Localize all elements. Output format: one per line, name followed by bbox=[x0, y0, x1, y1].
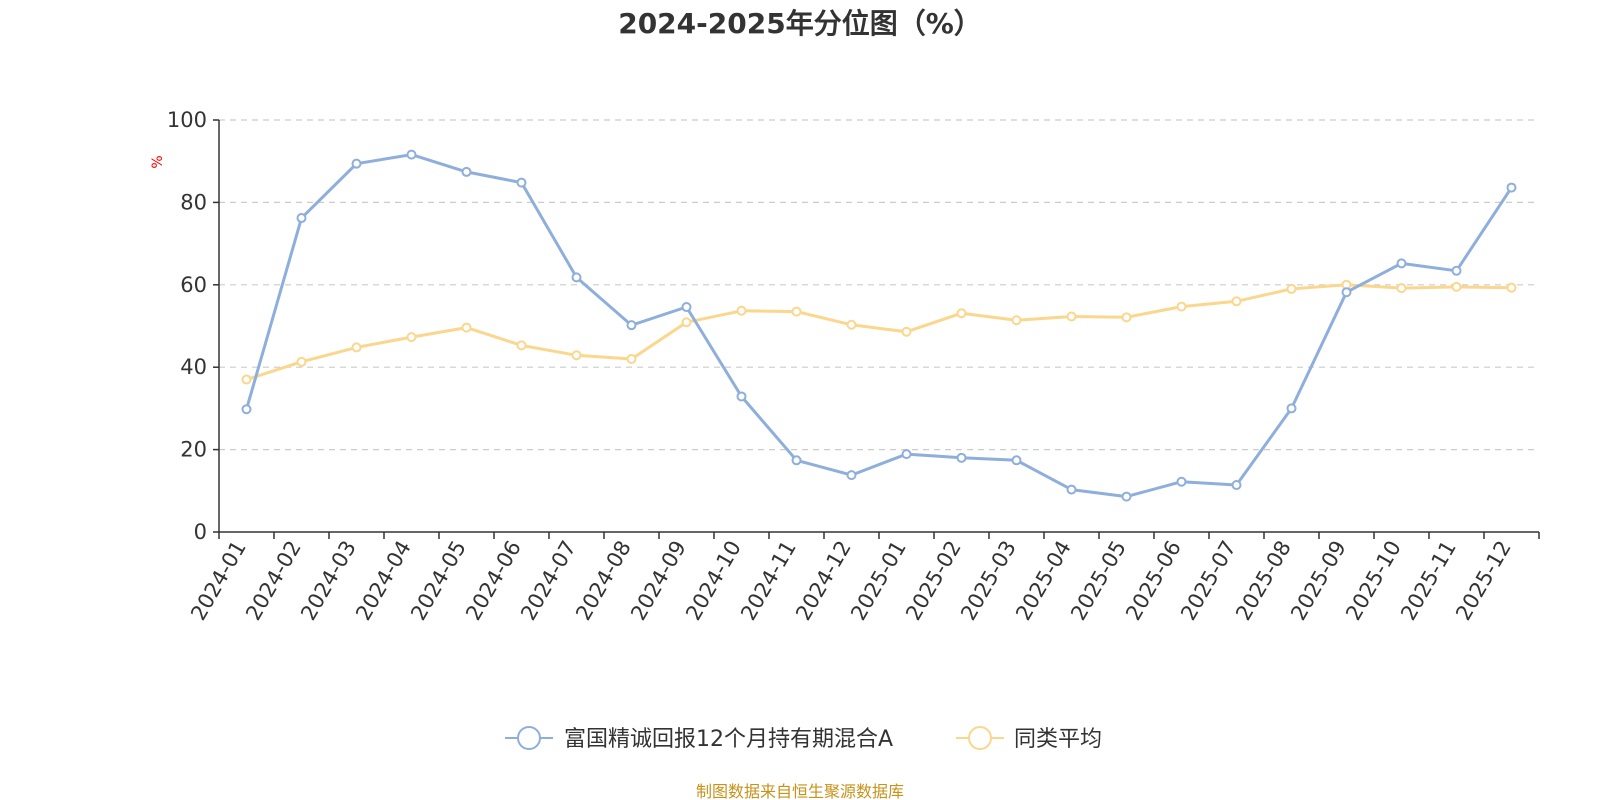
data-source-note: 制图数据来自恒生聚源数据库 bbox=[696, 782, 904, 800]
data-point[interactable] bbox=[516, 177, 527, 188]
data-point[interactable] bbox=[351, 158, 362, 169]
legend-average-label: 同类平均 bbox=[1014, 727, 1102, 752]
data-point[interactable] bbox=[846, 319, 857, 330]
series-1 bbox=[241, 279, 1517, 385]
data-point[interactable] bbox=[1066, 484, 1077, 495]
data-point[interactable] bbox=[516, 340, 527, 351]
data-point[interactable] bbox=[241, 374, 252, 385]
data-point[interactable] bbox=[1341, 287, 1352, 298]
data-point[interactable] bbox=[1396, 283, 1407, 294]
chart-title: 2024-2025年分位图（%） bbox=[618, 7, 982, 40]
data-point[interactable] bbox=[1451, 265, 1462, 276]
data-point[interactable] bbox=[1286, 403, 1297, 414]
data-point[interactable] bbox=[846, 470, 857, 481]
x-axis-ticks: 2024-012024-022024-032024-042024-052024-… bbox=[186, 532, 1540, 625]
axes bbox=[218, 120, 1539, 533]
data-point[interactable] bbox=[1011, 315, 1022, 326]
data-point[interactable] bbox=[956, 452, 967, 463]
data-point[interactable] bbox=[791, 455, 802, 466]
data-point[interactable] bbox=[1176, 301, 1187, 312]
data-point[interactable] bbox=[1121, 312, 1132, 323]
data-point[interactable] bbox=[571, 272, 582, 283]
data-point[interactable] bbox=[296, 213, 307, 224]
data-point[interactable] bbox=[626, 353, 637, 364]
legend-fund-circle-icon bbox=[517, 726, 541, 750]
data-point[interactable] bbox=[1396, 258, 1407, 269]
data-point[interactable] bbox=[901, 326, 912, 337]
y-tick-label: 20 bbox=[180, 438, 207, 462]
legend-item-category-average[interactable]: 同类平均 bbox=[956, 726, 1102, 752]
data-point[interactable] bbox=[1506, 182, 1517, 193]
data-point[interactable] bbox=[1011, 455, 1022, 466]
data-point[interactable] bbox=[241, 404, 252, 415]
data-point[interactable] bbox=[626, 320, 637, 331]
data-point[interactable] bbox=[1286, 283, 1297, 294]
data-point[interactable] bbox=[736, 305, 747, 316]
y-axis-ticks: 0 20 40 60 80 100 bbox=[167, 108, 219, 544]
data-point[interactable] bbox=[681, 302, 692, 313]
series-plot-area bbox=[241, 149, 1517, 502]
data-point[interactable] bbox=[1176, 476, 1187, 487]
data-point[interactable] bbox=[1231, 480, 1242, 491]
series-line bbox=[245, 153, 1513, 499]
data-point[interactable] bbox=[736, 391, 747, 402]
data-point[interactable] bbox=[406, 332, 417, 343]
data-point[interactable] bbox=[1451, 281, 1462, 292]
legend[interactable]: 富国精诚回报12个月持有期混合A 同类平均 bbox=[505, 726, 1102, 752]
series-0 bbox=[241, 149, 1517, 502]
y-axis-unit-label: % bbox=[150, 155, 166, 168]
legend-average-circle-icon bbox=[968, 726, 992, 750]
x-tick-label: 2025-12 bbox=[1451, 537, 1516, 625]
data-point[interactable] bbox=[1121, 491, 1132, 502]
data-point[interactable] bbox=[351, 342, 362, 353]
data-point[interactable] bbox=[461, 322, 472, 333]
data-point[interactable] bbox=[1066, 311, 1077, 322]
y-tick-label: 80 bbox=[180, 190, 207, 214]
data-point[interactable] bbox=[681, 317, 692, 328]
data-point[interactable] bbox=[406, 149, 417, 160]
data-point[interactable] bbox=[1506, 282, 1517, 293]
data-point[interactable] bbox=[1231, 296, 1242, 307]
data-point[interactable] bbox=[956, 308, 967, 319]
y-tick-label: 40 bbox=[180, 355, 207, 379]
legend-item-fund[interactable]: 富国精诚回报12个月持有期混合A bbox=[505, 726, 893, 752]
y-tick-label: 60 bbox=[180, 273, 207, 297]
data-point[interactable] bbox=[571, 350, 582, 361]
y-tick-label: 0 bbox=[194, 520, 207, 544]
data-point[interactable] bbox=[791, 306, 802, 317]
series-line bbox=[246, 283, 1512, 382]
y-tick-label: 100 bbox=[167, 108, 207, 132]
legend-fund-label: 富国精诚回报12个月持有期混合A bbox=[564, 727, 893, 752]
data-point[interactable] bbox=[296, 356, 307, 367]
data-point[interactable] bbox=[901, 449, 912, 460]
gridlines bbox=[219, 119, 1539, 451]
data-point[interactable] bbox=[461, 166, 472, 177]
